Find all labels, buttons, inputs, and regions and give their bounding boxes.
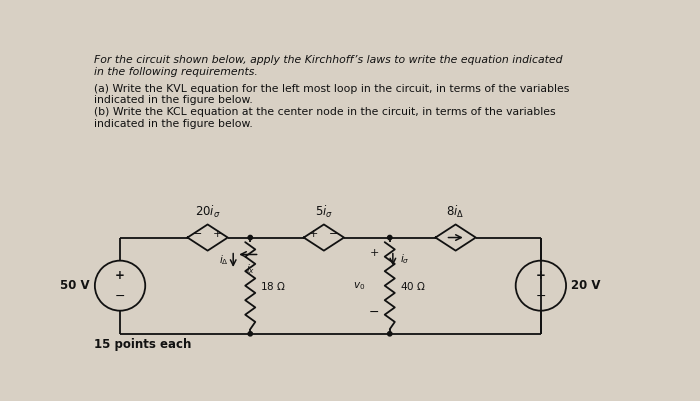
- Text: 20 V: 20 V: [571, 279, 601, 292]
- Text: 40 $\Omega$: 40 $\Omega$: [400, 279, 426, 292]
- Text: (b) Write the KCL equation at the center node in the circuit, in terms of the va: (b) Write the KCL equation at the center…: [94, 107, 555, 117]
- Text: 18 $\Omega$: 18 $\Omega$: [260, 279, 286, 292]
- Text: −: −: [193, 229, 202, 239]
- Text: 50 V: 50 V: [60, 279, 90, 292]
- Circle shape: [248, 235, 253, 240]
- Text: indicated in the figure below.: indicated in the figure below.: [94, 95, 253, 105]
- Text: +: +: [536, 269, 546, 282]
- Text: $i_{\sigma}$: $i_{\sigma}$: [400, 253, 410, 266]
- Text: (a) Write the KVL equation for the left most loop in the circuit, in terms of th: (a) Write the KVL equation for the left …: [94, 83, 569, 93]
- Text: $i_\Delta$: $i_\Delta$: [219, 253, 228, 267]
- Text: in the following requirements.: in the following requirements.: [94, 67, 258, 77]
- Text: −: −: [369, 306, 379, 319]
- Text: $i_x$: $i_x$: [246, 262, 255, 276]
- Text: −: −: [329, 229, 339, 239]
- Text: $5i_{\sigma}$: $5i_{\sigma}$: [315, 204, 333, 220]
- Text: +: +: [370, 248, 379, 258]
- Text: $20i_{\sigma}$: $20i_{\sigma}$: [195, 204, 220, 220]
- Circle shape: [248, 332, 253, 336]
- Text: indicated in the figure below.: indicated in the figure below.: [94, 119, 253, 130]
- Text: +: +: [115, 269, 125, 282]
- Text: 15 points each: 15 points each: [94, 338, 191, 351]
- Circle shape: [388, 235, 392, 240]
- Text: +: +: [309, 229, 318, 239]
- Text: For the circuit shown below, apply the Kirchhoff’s laws to write the equation in: For the circuit shown below, apply the K…: [94, 55, 562, 65]
- Text: $v_0$: $v_0$: [353, 280, 365, 292]
- Circle shape: [388, 332, 392, 336]
- Text: $8i_\Delta$: $8i_\Delta$: [447, 204, 465, 220]
- Text: −: −: [536, 290, 546, 303]
- Text: −: −: [115, 290, 125, 303]
- Text: +: +: [213, 229, 223, 239]
